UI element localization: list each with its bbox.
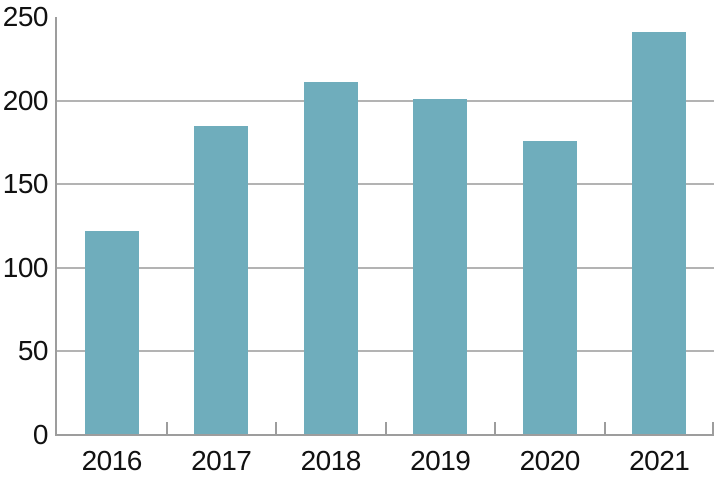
y-tick-label: 200 — [2, 84, 49, 116]
x-tick-label: 2018 — [300, 445, 362, 476]
x-tick-label: 2021 — [629, 445, 690, 476]
x-tick-label: 2019 — [410, 445, 471, 476]
x-axis-tick — [604, 422, 606, 434]
bar-2017 — [194, 126, 248, 435]
x-axis-line — [55, 434, 714, 436]
x-tick-label: 2017 — [191, 445, 252, 476]
y-tick-label: 250 — [2, 1, 49, 32]
gridline — [57, 350, 714, 353]
gridline — [57, 99, 714, 102]
y-axis-line — [55, 17, 57, 436]
x-axis-tick — [166, 422, 168, 434]
y-tick-label: 0 — [32, 419, 49, 450]
x-tick-label: 2020 — [519, 445, 581, 476]
gridline — [57, 183, 714, 186]
bar-2019 — [413, 99, 467, 435]
bar-2020 — [523, 141, 577, 435]
bar-2021 — [632, 32, 686, 435]
bar-2018 — [304, 82, 358, 435]
x-tick-label: 2016 — [81, 445, 143, 476]
x-axis-tick — [385, 422, 387, 434]
y-tick-label: 50 — [17, 335, 49, 367]
y-tick-label: 100 — [2, 251, 49, 283]
x-axis-tick — [275, 422, 277, 434]
y-tick-label: 150 — [2, 168, 49, 200]
bar-2016 — [85, 231, 139, 435]
gridline — [57, 266, 714, 269]
x-axis-tick — [712, 422, 714, 434]
x-axis-tick — [494, 422, 496, 434]
